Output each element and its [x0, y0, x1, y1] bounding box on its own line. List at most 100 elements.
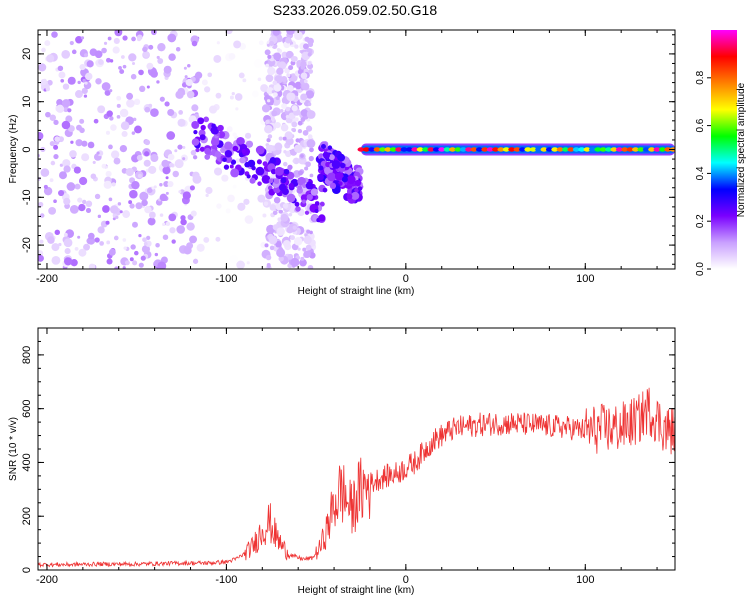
spectrogram-noise-blob — [138, 234, 142, 238]
spectrogram-noise-blob — [159, 96, 165, 102]
spectrogram-noise-blob — [261, 104, 271, 113]
spectrogram-noise-blob — [154, 252, 159, 257]
spectrogram-noise-blob — [69, 150, 77, 158]
spectrogram-noise-blob — [294, 117, 299, 122]
y-tick-label: 400 — [21, 453, 33, 471]
spectrogram-noise-blob — [266, 137, 271, 143]
colorbar-tick-label: 0.6 — [695, 118, 706, 132]
spectrogram-noise-blob — [159, 183, 163, 187]
spectrogram-noise-blob — [53, 119, 59, 126]
spectrogram-noise-blob — [297, 128, 303, 134]
spectrogram-noise-blob — [58, 71, 66, 79]
spectrogram-noise-blob — [63, 232, 68, 237]
spectrogram-noise-blob — [300, 93, 308, 101]
spectrogram-transition-blob — [255, 166, 265, 176]
spectrogram-noise-blob — [153, 185, 157, 189]
spectrogram-noise-blob — [112, 217, 116, 221]
spectrogram-noise-blob — [138, 69, 144, 76]
spectrogram-noise-blob — [74, 90, 83, 98]
spectrogram-noise-blob — [246, 261, 250, 265]
spectrogram-noise-blob — [59, 171, 67, 180]
spectrogram-noise-blob — [244, 132, 252, 139]
spectrogram-noise-blob — [59, 163, 64, 167]
spectrogram-transition-blob — [273, 178, 280, 185]
spectrogram-transition-blob — [261, 175, 271, 184]
spectrogram-noise-blob — [262, 213, 267, 218]
spectrogram-noise-blob — [41, 47, 46, 53]
spectrogram-noise-blob — [107, 36, 112, 41]
spectrogram-noise-blob — [131, 131, 136, 135]
spectrogram-noise-blob — [278, 61, 287, 70]
spectrogram-noise-blob — [309, 173, 314, 178]
spectrogram-noise-blob — [143, 159, 151, 167]
spectrogram-noise-blob — [205, 186, 213, 195]
carrier-segment — [481, 147, 489, 152]
spectrogram-noise-blob — [51, 243, 60, 252]
spectrogram-noise-blob — [78, 248, 87, 257]
spectrogram-noise-blob — [92, 160, 96, 164]
spectrogram-noise-blob — [203, 237, 210, 243]
spectrogram-noise-blob — [157, 261, 167, 269]
spectrogram-noise-blob — [119, 108, 129, 118]
spectrogram-transition-blob — [199, 146, 205, 152]
spectrogram-noise-blob — [168, 213, 177, 222]
spectrogram-noise-blob — [74, 183, 81, 190]
colorbar-ticks: 0.0 0.2 0.4 0.6 0.8 — [695, 70, 711, 276]
spectrogram-noise-blob — [175, 90, 184, 99]
spectrogram-noise-blob — [64, 248, 71, 255]
carrier-segment — [432, 147, 440, 152]
spectrogram-noise-blob — [185, 78, 193, 86]
spectrogram-transition-blob — [256, 159, 262, 165]
snr-x-ticks: -200 -100 0 100 — [36, 328, 658, 586]
spectrogram-noise-blob — [182, 146, 186, 150]
spectrogram-noise-blob — [164, 101, 170, 107]
spectrogram-noise-blob — [83, 53, 89, 58]
spectrogram-noise-blob — [75, 139, 83, 147]
spectrogram-transition-blob — [200, 124, 206, 131]
spectrogram-noise-blob — [191, 104, 199, 112]
spectrogram-noise-blob — [67, 108, 72, 113]
y-tick-label: 0 — [21, 146, 33, 152]
spectrogram-noise-blob — [129, 189, 138, 199]
spectrogram-noise-blob — [61, 99, 71, 108]
spectrogram-noise-blob — [242, 78, 247, 83]
spectrogram-noise-blob — [299, 77, 307, 85]
spectrogram-noise-blob — [56, 104, 65, 113]
spectrogram-noise-blob — [106, 240, 111, 245]
spectrogram-transition-blob — [236, 136, 245, 146]
x-tick-label: 100 — [576, 574, 594, 586]
colorbar-tick-label: 0.4 — [695, 166, 706, 180]
spectrogram-transition-blob — [314, 201, 320, 206]
spectrogram-noise-blob — [309, 230, 313, 235]
spectrogram-noise-blob — [126, 99, 135, 108]
spectrogram-noise-blob — [109, 59, 114, 63]
spectrogram-noise-blob — [81, 153, 90, 162]
spectrogram-noise-blob — [110, 150, 120, 159]
spectrogram-noise-blob — [85, 72, 93, 81]
carrier-segment — [551, 147, 559, 152]
spectrogram-noise-blob — [145, 240, 152, 247]
spectrogram-noise-blob — [300, 65, 306, 70]
spectrogram-noise-blob — [183, 66, 187, 70]
spectrogram-noise-blob — [50, 160, 56, 166]
spectrogram-noise-blob — [98, 59, 104, 65]
spectrogram-noise-blob — [266, 263, 271, 268]
spectrogram-noise-blob — [75, 36, 83, 44]
spectrogram-noise-blob — [78, 176, 88, 186]
spectrogram-noise-blob — [305, 161, 311, 168]
spectrogram-noise-blob — [93, 118, 99, 124]
spectrogram-noise-blob — [114, 266, 119, 269]
spectrogram-transition-blob — [327, 145, 333, 150]
x-tick-label: -100 — [215, 574, 237, 586]
spectrogram-noise-blob — [182, 157, 186, 161]
spectrogram-transition-blob — [341, 176, 348, 183]
carrier-segment — [572, 147, 580, 152]
spectrogram-noise-blob — [265, 63, 270, 68]
spectrogram-noise-blob — [264, 49, 271, 56]
spectrogram-noise-blob — [303, 250, 311, 258]
spectrogram-noise-blob — [131, 180, 140, 190]
spectrogram-noise-blob — [286, 73, 291, 78]
spectrogram-noise-blob — [82, 78, 86, 83]
spectrogram-noise-blob — [109, 89, 113, 93]
